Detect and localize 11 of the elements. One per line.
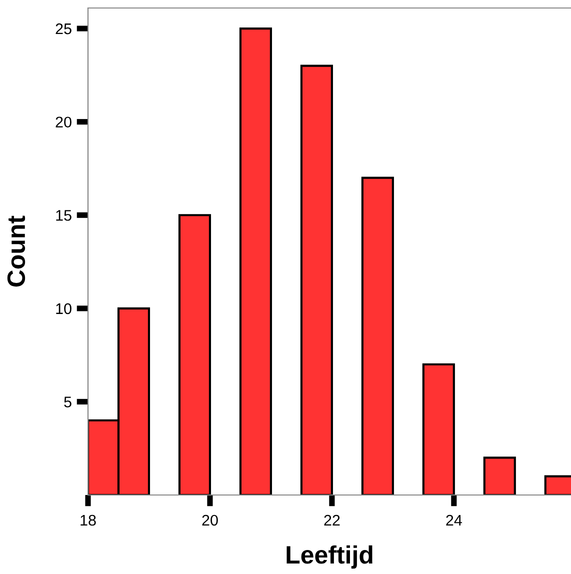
y-axis-title: Count bbox=[7, 216, 26, 287]
y-tick-label: 10 bbox=[56, 303, 72, 314]
x-tick-label: 24 bbox=[446, 514, 462, 526]
y-tick-label: 20 bbox=[56, 116, 72, 128]
x-tick-label: 22 bbox=[324, 514, 340, 526]
y-tick-label: 25 bbox=[56, 23, 72, 34]
x-axis-title: Leeftijd bbox=[286, 545, 372, 569]
y-tick-label: 5 bbox=[64, 396, 72, 408]
x-tick-label: 20 bbox=[202, 514, 218, 526]
y-tick-label: 15 bbox=[56, 210, 72, 221]
x-tick-label: 18 bbox=[80, 514, 96, 526]
